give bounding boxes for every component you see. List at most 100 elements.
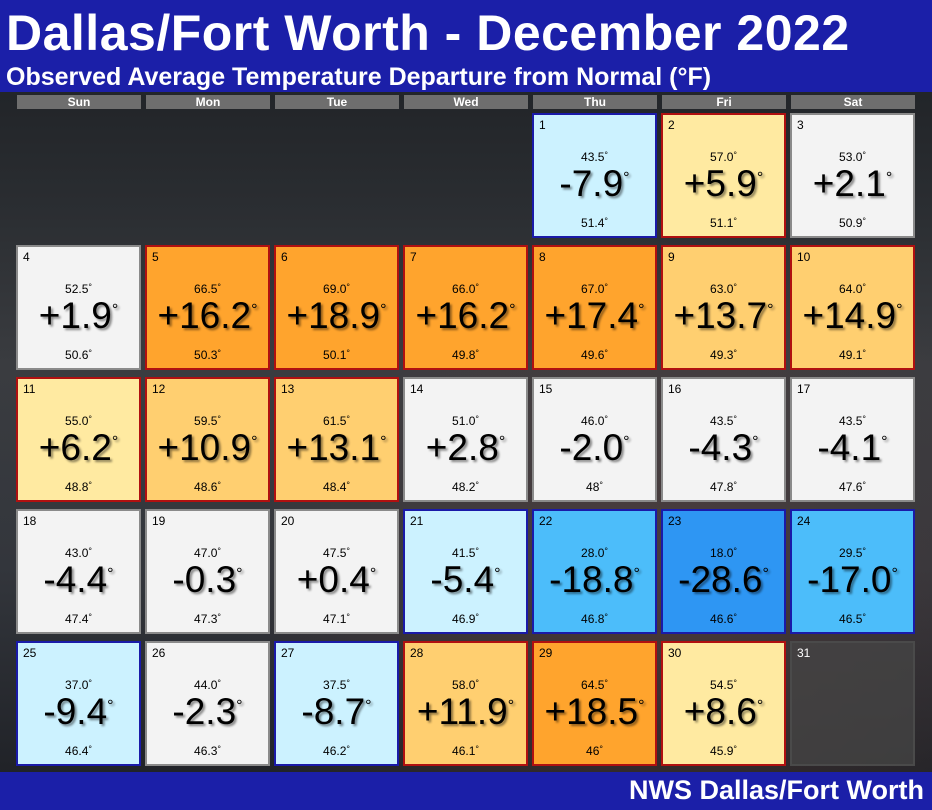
day-cell: 7 66.0° +16.2° 49.8° xyxy=(403,245,528,370)
day-number: 6 xyxy=(281,250,288,264)
departure-number: -17.0 xyxy=(807,559,892,600)
weekday-label-tue: Tue xyxy=(275,95,399,109)
normal-average-temp: 51.1° xyxy=(663,216,784,230)
departure-number: +1.9 xyxy=(38,295,112,336)
departure-number: +2.8 xyxy=(425,427,499,468)
observed-value: 59.5 xyxy=(194,414,218,428)
degree-symbol: ° xyxy=(346,678,350,688)
degree-symbol: ° xyxy=(604,612,608,622)
normal-value: 48.4 xyxy=(323,480,347,494)
normal-value: 46.8 xyxy=(581,612,605,626)
day-number: 8 xyxy=(539,250,546,264)
degree-symbol: ° xyxy=(88,414,92,424)
footer-credit: NWS Dallas/Fort Worth xyxy=(628,775,924,805)
degree-symbol: ° xyxy=(365,697,372,715)
degree-symbol: ° xyxy=(623,169,630,187)
departure-value: +16.2° xyxy=(405,295,526,337)
observed-average-temp: 58.0° xyxy=(405,678,526,692)
observed-value: 41.5 xyxy=(452,546,476,560)
normal-value: 48.6 xyxy=(194,480,218,494)
departure-value: +18.5° xyxy=(534,691,655,733)
observed-average-temp: 47.0° xyxy=(147,546,268,560)
day-number: 23 xyxy=(668,514,682,528)
departure-value: +11.9° xyxy=(405,691,526,733)
degree-symbol: ° xyxy=(752,433,759,451)
degree-symbol: ° xyxy=(475,414,479,424)
normal-value: 46.2 xyxy=(323,744,347,758)
degree-symbol: ° xyxy=(756,169,764,187)
day-cell: 25 37.0° -9.4° 46.4° xyxy=(16,641,141,766)
degree-symbol: ° xyxy=(369,565,377,583)
observed-value: 43.0 xyxy=(65,546,89,560)
degree-symbol: ° xyxy=(88,546,92,556)
departure-number: +0.4 xyxy=(296,559,370,600)
degree-symbol: ° xyxy=(494,565,501,583)
degree-symbol: ° xyxy=(217,546,221,556)
observed-value: 55.0 xyxy=(65,414,89,428)
degree-symbol: ° xyxy=(346,480,350,490)
normal-average-temp: 46.4° xyxy=(18,744,139,758)
degree-symbol: ° xyxy=(756,697,764,715)
normal-value: 49.6 xyxy=(581,348,605,362)
normal-value: 46.1 xyxy=(452,744,476,758)
day-cell: 3 53.0° +2.1° 50.9° xyxy=(790,113,915,238)
footer-bar: NWS Dallas/Fort Worth xyxy=(0,772,932,810)
degree-symbol: ° xyxy=(236,697,243,715)
departure-value: +13.1° xyxy=(276,427,397,469)
normal-average-temp: 49.3° xyxy=(663,348,784,362)
normal-average-temp: 48° xyxy=(534,480,655,494)
normal-average-temp: 51.4° xyxy=(534,216,655,230)
degree-symbol: ° xyxy=(862,480,866,490)
observed-average-temp: 37.0° xyxy=(18,678,139,692)
departure-value: +0.4° xyxy=(276,559,397,601)
normal-value: 47.6 xyxy=(839,480,863,494)
departure-value: +5.9° xyxy=(663,163,784,205)
normal-average-temp: 49.8° xyxy=(405,348,526,362)
departure-value: -9.4° xyxy=(18,691,139,733)
observed-value: 43.5 xyxy=(839,414,863,428)
observed-value: 47.0 xyxy=(194,546,218,560)
degree-symbol: ° xyxy=(733,414,737,424)
degree-symbol: ° xyxy=(380,433,387,451)
observed-average-temp: 61.5° xyxy=(276,414,397,428)
degree-symbol: ° xyxy=(604,414,608,424)
degree-symbol: ° xyxy=(217,414,221,424)
degree-symbol: ° xyxy=(507,697,515,715)
observed-average-temp: 63.0° xyxy=(663,282,784,296)
departure-value: -8.7° xyxy=(276,691,397,733)
departure-number: +5.9 xyxy=(683,163,757,204)
day-cell: 26 44.0° -2.3° 46.3° xyxy=(145,641,270,766)
normal-value: 51.1 xyxy=(710,216,734,230)
normal-average-temp: 46.1° xyxy=(405,744,526,758)
observed-value: 18.0 xyxy=(710,546,734,560)
observed-value: 44.0 xyxy=(194,678,218,692)
degree-symbol: ° xyxy=(475,678,479,688)
degree-symbol: ° xyxy=(217,282,221,292)
degree-symbol: ° xyxy=(633,565,640,583)
day-cell: 27 37.5° -8.7° 46.2° xyxy=(274,641,399,766)
degree-symbol: ° xyxy=(380,301,387,319)
degree-symbol: ° xyxy=(733,150,737,160)
normal-average-temp: 46.6° xyxy=(663,612,784,626)
day-number: 26 xyxy=(152,646,166,660)
normal-average-temp: 47.1° xyxy=(276,612,397,626)
day-cell: 15 46.0° -2.0° 48° xyxy=(532,377,657,502)
normal-value: 46.9 xyxy=(452,612,476,626)
normal-average-temp: 47.3° xyxy=(147,612,268,626)
departure-value: -7.9° xyxy=(534,163,655,205)
departure-number: -2.0 xyxy=(559,427,624,468)
normal-average-temp: 48.6° xyxy=(147,480,268,494)
observed-average-temp: 66.5° xyxy=(147,282,268,296)
departure-value: +16.2° xyxy=(147,295,268,337)
observed-value: 63.0 xyxy=(710,282,734,296)
normal-average-temp: 46.3° xyxy=(147,744,268,758)
departure-number: +17.4 xyxy=(544,295,639,336)
normal-average-temp: 49.6° xyxy=(534,348,655,362)
day-number: 20 xyxy=(281,514,295,528)
observed-value: 67.0 xyxy=(581,282,605,296)
degree-symbol: ° xyxy=(733,348,737,358)
departure-value: +17.4° xyxy=(534,295,655,337)
departure-value: +14.9° xyxy=(792,295,913,337)
day-cell: 20 47.5° +0.4° 47.1° xyxy=(274,509,399,634)
degree-symbol: ° xyxy=(862,348,866,358)
